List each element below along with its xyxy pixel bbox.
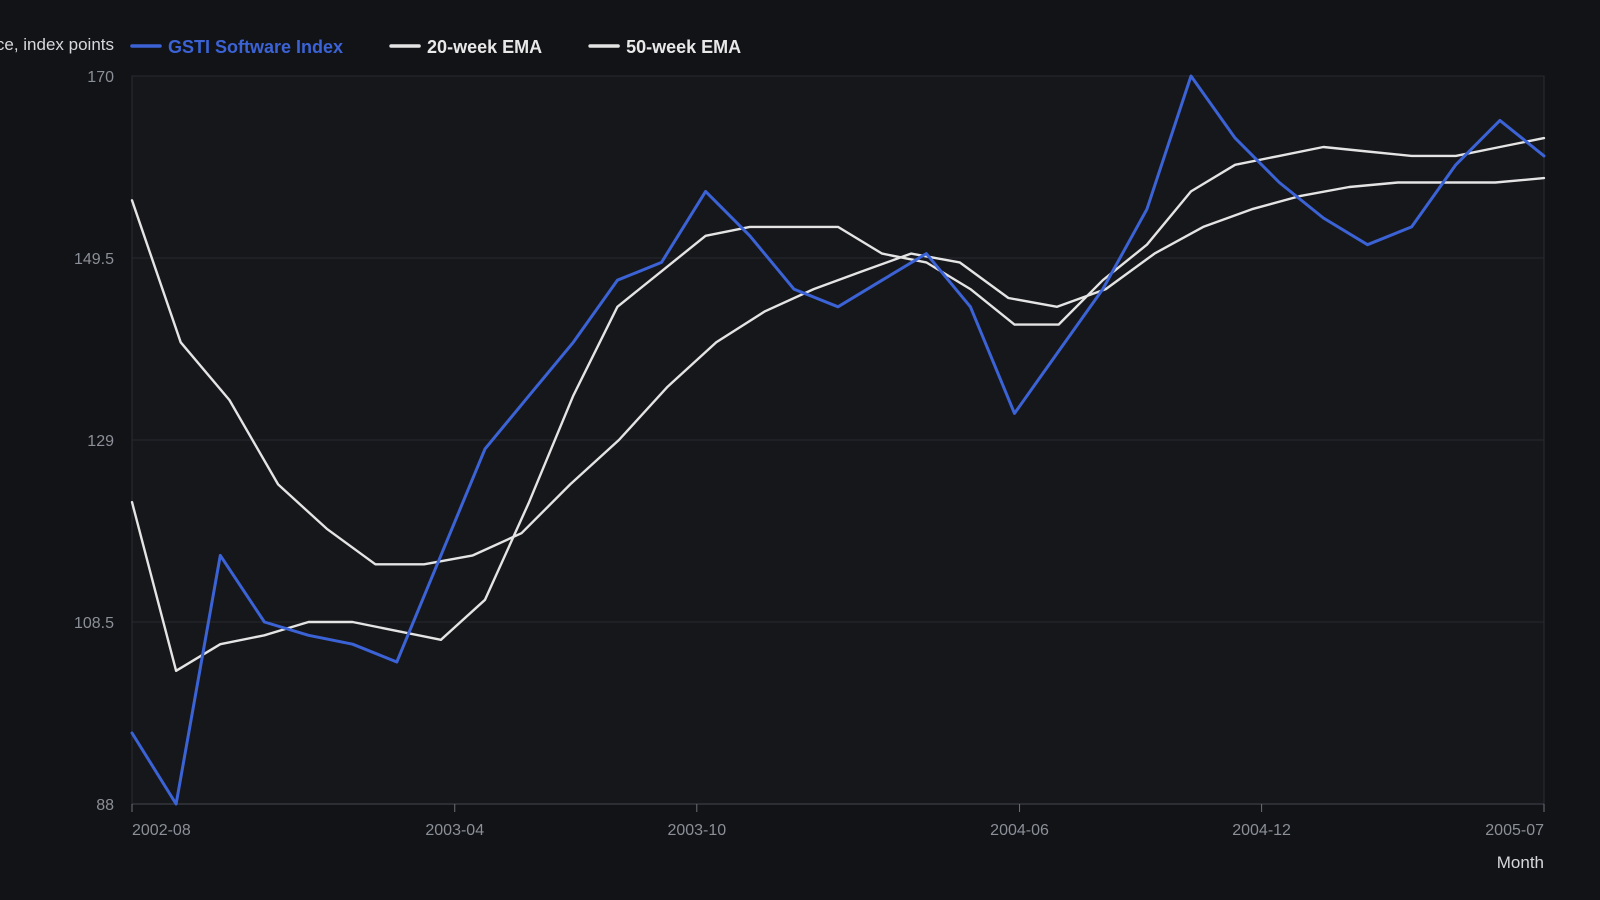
series-line-20-week-ema: [130, 136, 1546, 672]
x-tick-label: 2005-07: [1485, 822, 1544, 839]
y-tick-label: 108.5: [74, 615, 114, 632]
legend-label: 50-week EMA: [626, 37, 741, 57]
legend-label: GSTI Software Index: [168, 37, 343, 57]
x-tick-label: 2004-12: [1232, 822, 1291, 839]
x-tick-label: 2004-06: [990, 822, 1049, 839]
x-tick-label: 2002-08: [132, 822, 191, 839]
x-tick-label: 2003-04: [425, 822, 484, 839]
x-tick-label: 2003-10: [667, 822, 726, 839]
y-tick-label: 149.5: [74, 251, 114, 268]
x-axis-title: Month: [1497, 853, 1544, 872]
y-tick-label: 170: [87, 69, 114, 86]
y-tick-label: 88: [96, 797, 114, 814]
legend-label: 20-week EMA: [427, 37, 542, 57]
y-tick-label: 129: [87, 433, 114, 450]
series-line-50-week-ema: [130, 176, 1546, 566]
y-axis-title: Price, index points: [0, 35, 114, 54]
series-line-gsti-software-index: [130, 74, 1546, 806]
